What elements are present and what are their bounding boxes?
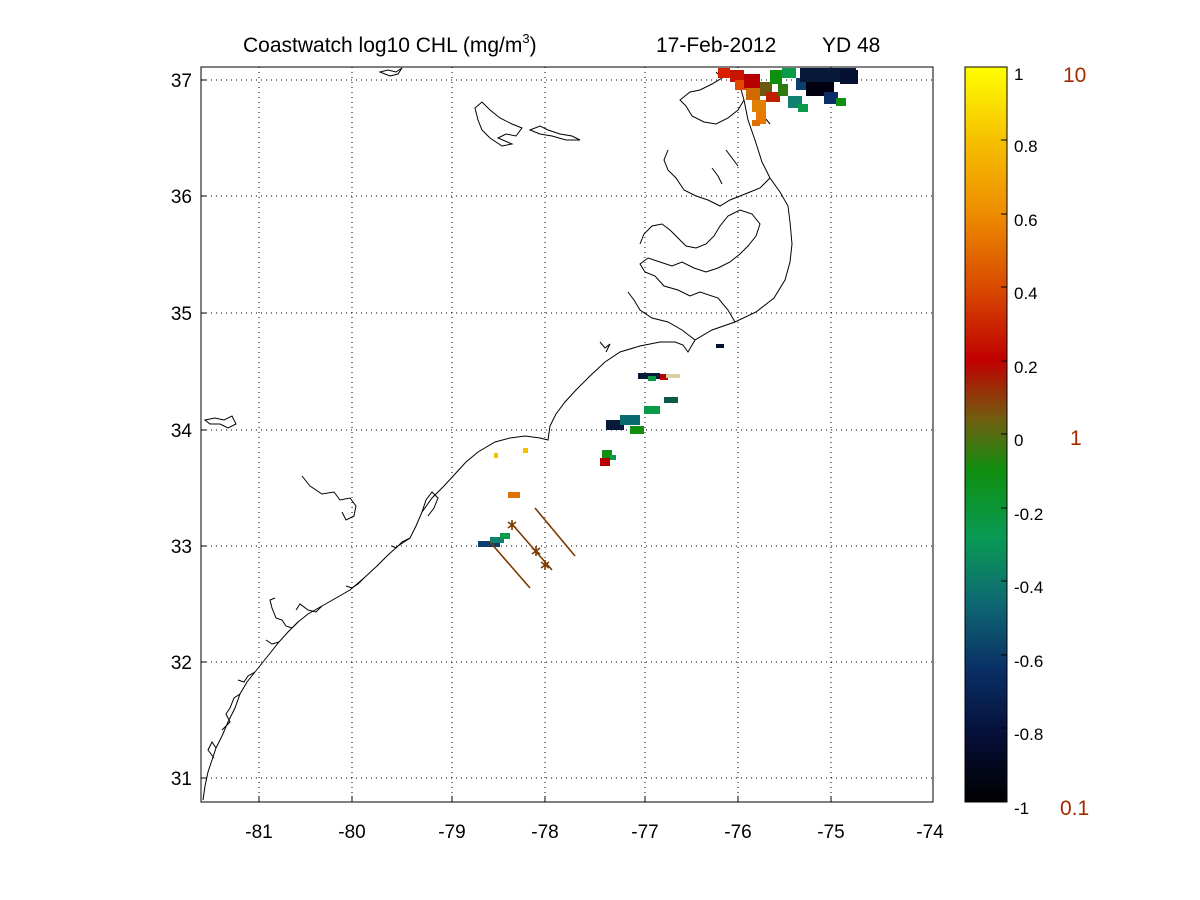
colorbar-tick-labels: 1 0.8 0.6 0.4 0.2 0 -0.2 -0.4 -0.6 -0.8 … <box>1014 65 1043 818</box>
svg-text:-0.2: -0.2 <box>1014 505 1043 524</box>
map-yearday: YD 48 <box>822 34 880 57</box>
svg-text:0.1: 0.1 <box>1060 797 1089 820</box>
map-frame <box>200 66 934 803</box>
svg-text:-78: -78 <box>531 822 558 843</box>
svg-text:36: 36 <box>171 187 192 208</box>
svg-text:0.4: 0.4 <box>1014 284 1038 303</box>
svg-text:-74: -74 <box>916 822 944 843</box>
svg-text:-1: -1 <box>1014 799 1029 818</box>
svg-text:-79: -79 <box>438 822 465 843</box>
map-date: 17-Feb-2012 <box>656 34 776 57</box>
svg-text:-0.8: -0.8 <box>1014 725 1043 744</box>
colorbar: 1 0.8 0.6 0.4 0.2 0 -0.2 -0.4 -0.6 -0.8 … <box>964 64 1089 820</box>
longitude-labels: -81 -80 -79 -78 -77 -76 -75 -74 <box>245 822 944 843</box>
svg-text:-0.4: -0.4 <box>1014 578 1043 597</box>
svg-text:0.8: 0.8 <box>1014 137 1038 156</box>
svg-text:33: 33 <box>171 537 192 558</box>
svg-text:35: 35 <box>171 304 192 325</box>
svg-text:1: 1 <box>1014 65 1023 84</box>
svg-text:-77: -77 <box>631 822 658 843</box>
svg-text:-81: -81 <box>245 822 272 843</box>
svg-text:10: 10 <box>1063 64 1086 87</box>
svg-text:1: 1 <box>1070 427 1082 450</box>
axis-ticks <box>201 79 934 802</box>
svg-text:-76: -76 <box>724 822 751 843</box>
svg-text:34: 34 <box>171 421 193 442</box>
glider-tracks <box>489 507 576 589</box>
svg-text:32: 32 <box>171 653 192 674</box>
map-grid <box>201 67 933 802</box>
chlorophyll-pixels-north <box>718 68 858 126</box>
svg-text:-80: -80 <box>338 822 365 843</box>
svg-text:-75: -75 <box>817 822 844 843</box>
svg-text:0: 0 <box>1014 431 1023 450</box>
colorbar-gradient <box>964 66 1008 803</box>
coastline <box>202 67 793 801</box>
map-title: Coastwatch log10 CHL (mg/m3) <box>243 31 537 57</box>
svg-text:0.2: 0.2 <box>1014 358 1038 377</box>
chlorophyll-pixels-south <box>478 344 724 547</box>
svg-text:-0.6: -0.6 <box>1014 652 1043 671</box>
colorbar-concentration-labels: 10 1 0.1 <box>1060 64 1089 820</box>
svg-text:0.6: 0.6 <box>1014 211 1038 230</box>
latitude-labels: 37 36 35 34 33 32 31 <box>171 71 193 790</box>
svg-text:37: 37 <box>171 71 192 92</box>
svg-text:31: 31 <box>171 769 192 790</box>
